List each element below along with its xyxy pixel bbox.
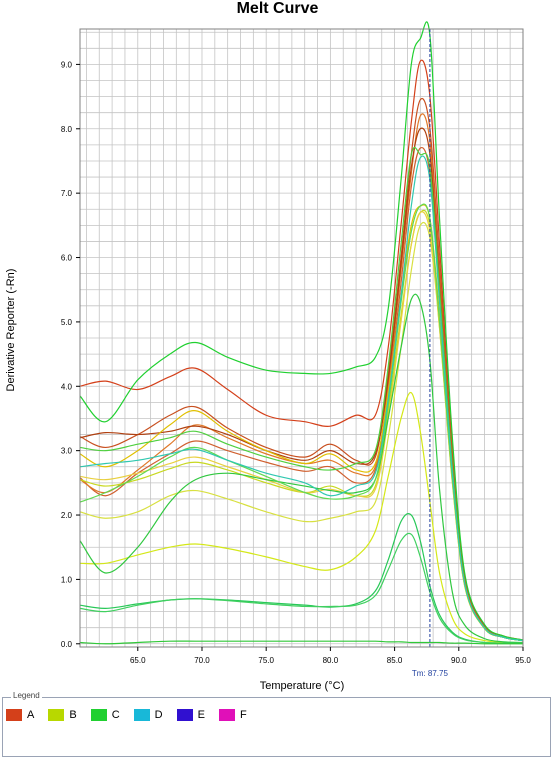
legend-swatch bbox=[133, 709, 150, 721]
legend-swatch bbox=[6, 709, 22, 721]
legend-swatch bbox=[218, 709, 235, 721]
legend-swatch bbox=[90, 709, 107, 721]
grid bbox=[80, 29, 524, 647]
legend-item-f: F bbox=[218, 709, 247, 721]
legend-item-e: E bbox=[176, 709, 205, 721]
y-tick-label: 2.0 bbox=[61, 511, 73, 520]
series-line-c bbox=[79, 21, 524, 641]
tm-label: Tm: 87.75 bbox=[412, 669, 449, 678]
y-tick-label: 4.0 bbox=[61, 382, 73, 391]
legend-items: A B C D E F bbox=[6, 709, 261, 721]
chart-title: Melt Curve bbox=[236, 0, 319, 17]
x-tick-label: 70.0 bbox=[194, 656, 210, 665]
series-line-c bbox=[79, 532, 524, 644]
x-tick-label: 90.0 bbox=[451, 656, 467, 665]
y-tick-label: 3.0 bbox=[61, 447, 73, 456]
x-tick-label: 65.0 bbox=[130, 656, 146, 665]
y-tick-label: 7.0 bbox=[61, 189, 73, 198]
series-lines bbox=[79, 21, 524, 645]
legend-swatch bbox=[48, 709, 65, 721]
legend-label: F bbox=[239, 709, 247, 721]
y-tick-label: 9.0 bbox=[61, 60, 73, 69]
y-tick-label: 5.0 bbox=[61, 318, 73, 327]
x-tick-label: 85.0 bbox=[387, 656, 403, 665]
series-line-d bbox=[79, 155, 524, 642]
legend-item-c: C bbox=[90, 709, 120, 721]
plot-frame bbox=[79, 28, 524, 648]
legend-label: B bbox=[69, 709, 77, 721]
legend-label: A bbox=[27, 709, 35, 721]
legend-label: E bbox=[197, 709, 205, 721]
series-line-c bbox=[79, 640, 523, 645]
legend-item-b: B bbox=[48, 709, 77, 721]
legend: Legend A B C D E F bbox=[2, 691, 551, 757]
legend-label: C bbox=[111, 709, 120, 721]
x-tick-label: 95.0 bbox=[515, 656, 531, 665]
axes: 65.0 70.0 75.0 80.0 85.0 90.0 95.0 0.0 1.0 2.0 3.0… bbox=[61, 28, 531, 665]
legend-title: Legend bbox=[11, 691, 42, 700]
y-axis-label: Derivative Reporter (-Rn) bbox=[5, 269, 17, 392]
legend-item-a: A bbox=[6, 709, 34, 721]
series-line-c bbox=[79, 293, 524, 644]
y-tick-label: 8.0 bbox=[61, 125, 73, 134]
legend-item-d: D bbox=[133, 709, 163, 721]
y-tick-label: 6.0 bbox=[61, 254, 73, 263]
melt-curve-chart: Tm: 87.75 65.0 70.0 75.0 80.0 85.0 90.0 95.0 0.… bbox=[5, 21, 531, 692]
tm-marker: Tm: 87.75 bbox=[412, 29, 449, 678]
x-axis-label: Temperature (°C) bbox=[260, 680, 344, 692]
y-tick-label: 0.0 bbox=[61, 640, 73, 649]
series-line-b bbox=[79, 392, 524, 644]
x-tick-label: 75.0 bbox=[258, 656, 274, 665]
x-tick-label: 80.0 bbox=[323, 656, 339, 665]
y-tick-label: 1.0 bbox=[61, 575, 73, 584]
legend-label: D bbox=[154, 709, 163, 721]
legend-swatch bbox=[176, 709, 193, 721]
